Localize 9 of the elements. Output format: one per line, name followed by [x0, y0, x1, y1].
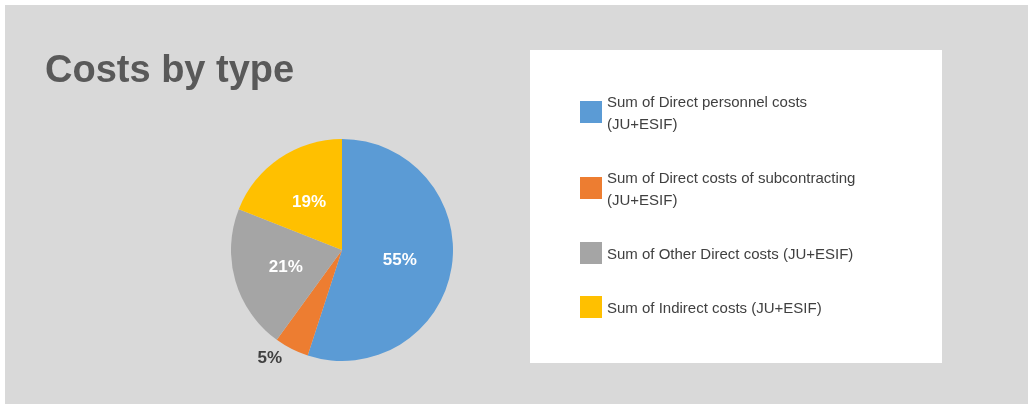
data-label: 19%	[292, 192, 327, 212]
legend-label: Sum of Other Direct costs (JU+ESIF)	[607, 244, 854, 262]
data-label: 55%	[382, 249, 417, 269]
legend-label: Sum of Direct personnel costs (JU+ESIF)	[607, 92, 812, 132]
legend-label: Sum of Direct costs of subcontracting (JU+ESIF)	[607, 168, 860, 208]
data-label: 21%	[268, 256, 303, 276]
legend-label: Sum of Indirect costs (JU+ESIF)	[607, 298, 822, 316]
data-label: 5%	[257, 348, 283, 368]
chart-title: Costs by type	[45, 48, 295, 90]
